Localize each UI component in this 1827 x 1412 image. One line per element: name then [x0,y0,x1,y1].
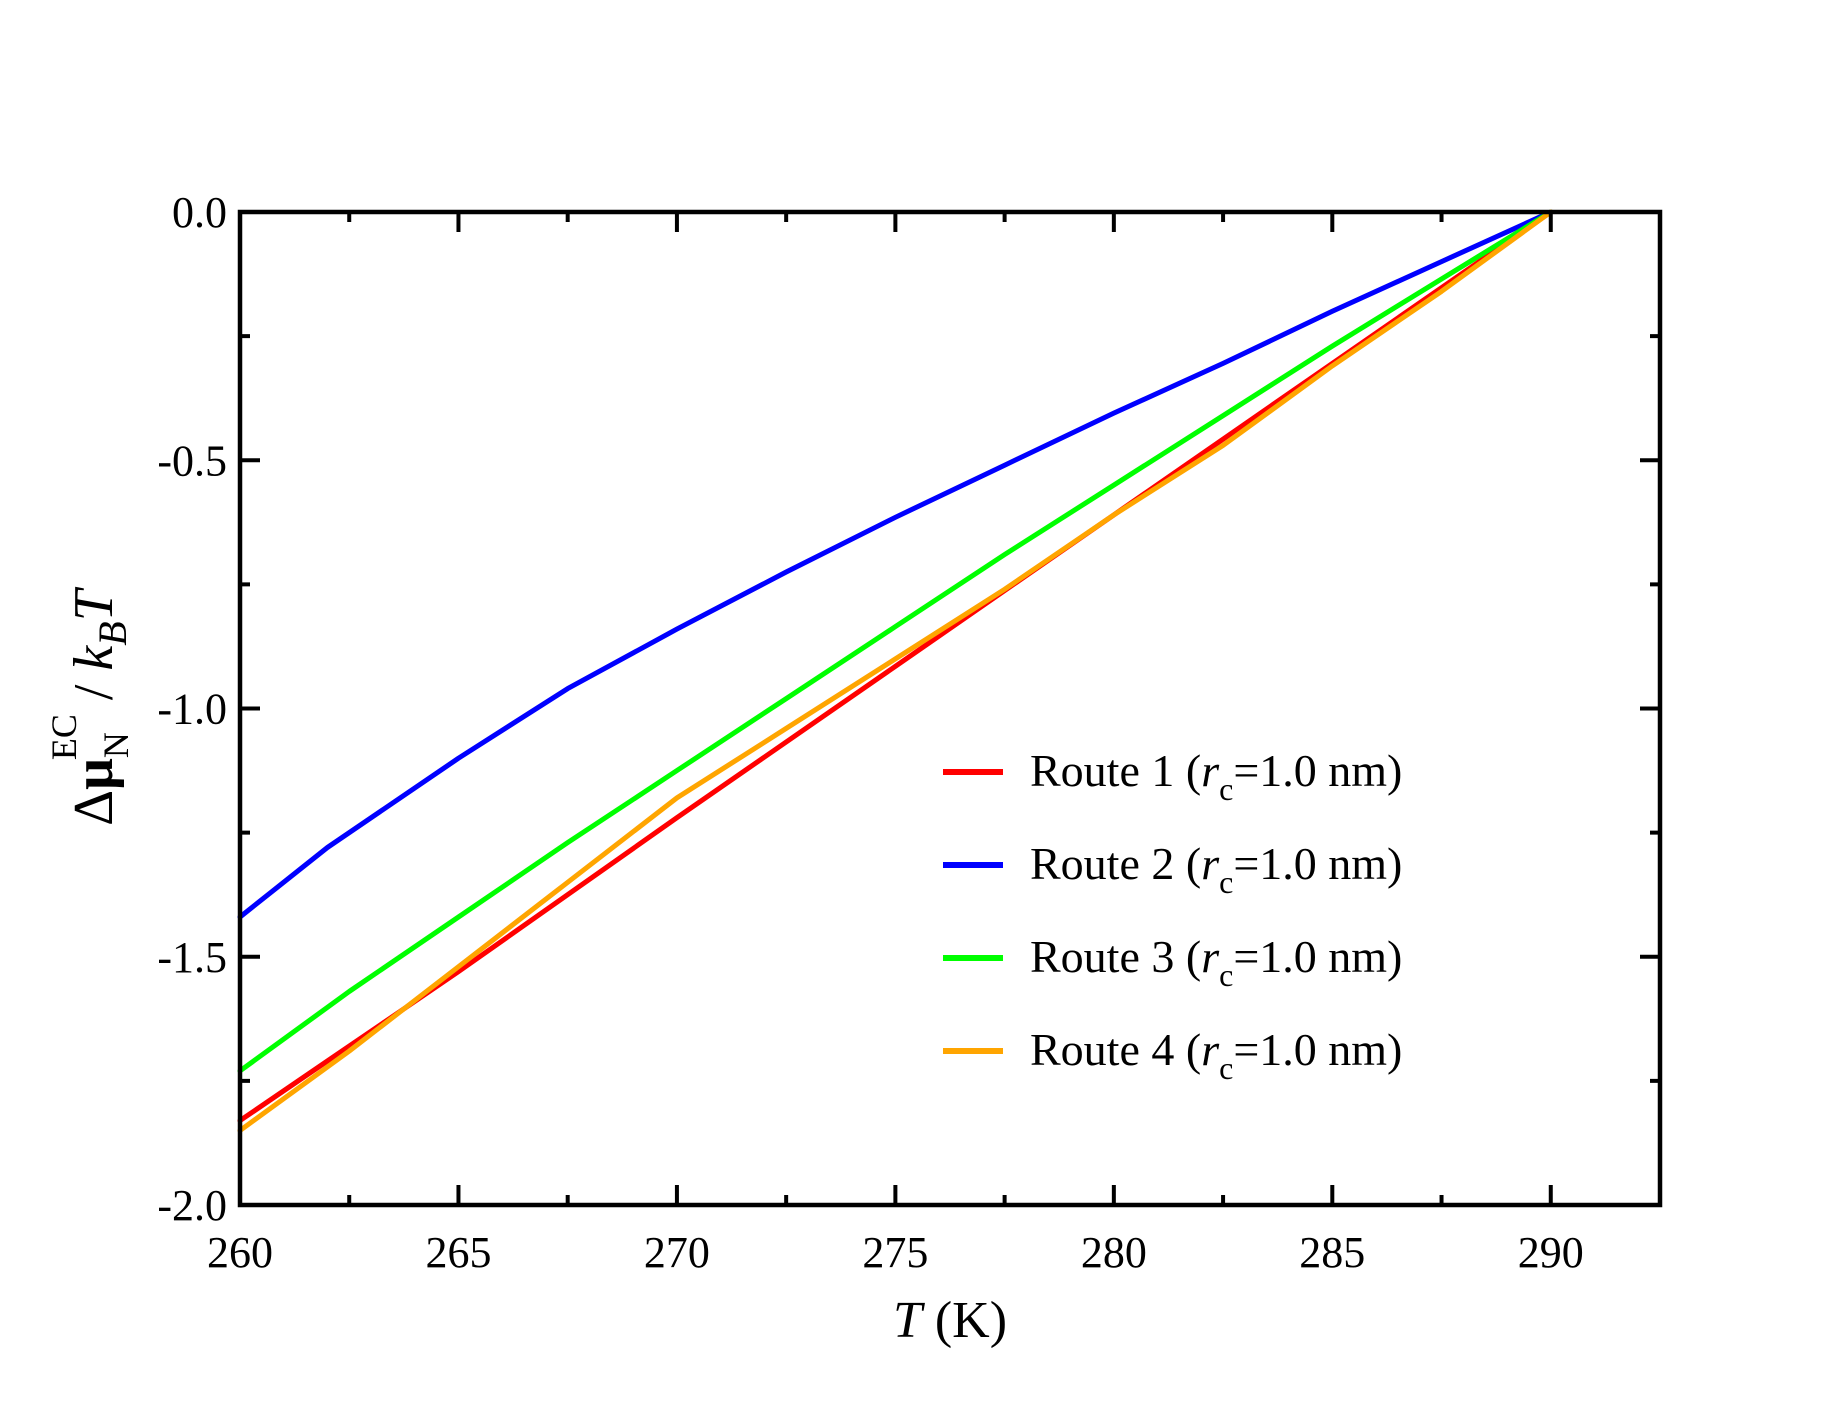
legend-label-prefix: Route 2 ( [1030,838,1201,889]
series-line-1 [237,209,1554,1124]
x-tick-label: 280 [1081,1228,1147,1277]
y-axis-label: ΔμN EC / kBT [44,586,136,826]
ticks-layer [238,210,1662,1207]
y-label-separator: / [63,671,125,715]
y-tick-labels: 0.0 -0.5 -1.0 -1.5 -2.0 [157,188,227,1230]
legend-label-prefix: Route 4 ( [1030,1024,1201,1075]
y-label-delta: Δ [63,790,125,826]
x-tick-label: 275 [862,1228,928,1277]
x-tick-label: 270 [644,1228,710,1277]
legend-label-r-sub: c [1219,864,1233,900]
x-axis-label-unit: (K) [922,1292,1007,1349]
y-label-mu-sup: EC [44,714,84,760]
x-axis-label: T (K) [893,1292,1007,1349]
y-tick-label: -2.0 [157,1181,227,1230]
legend-label-suffix: =1.0 nm) [1233,1024,1402,1075]
legend-label: Route 2 (rc=1.0 nm) [1030,838,1402,900]
y-label-T: T [63,586,125,621]
y-label-mu-sub: N [96,732,136,758]
series-line-2 [237,209,1554,920]
y-tick-label: -1.0 [157,685,227,734]
plot-frame [237,209,1663,1208]
legend-label-r: r [1201,838,1220,889]
x-tick-label: 260 [207,1228,273,1277]
legend-label-suffix: =1.0 nm) [1233,745,1402,796]
legend-label-suffix: =1.0 nm) [1233,838,1402,889]
legend-label-r-sub: c [1219,1050,1233,1086]
svg-text:ΔμNEC / kBT: ΔμN EC / kBT [44,586,136,826]
x-tick-labels: 260 265 270 275 280 285 290 [207,1228,1584,1277]
y-label-mu: μ [63,758,125,790]
legend-label: Route 1 (rc=1.0 nm) [1030,745,1402,807]
legend-label: Route 3 (rc=1.0 nm) [1030,931,1402,993]
legend-item-3: Route 3 (rc=1.0 nm) [943,931,1402,993]
legend-item-2: Route 2 (rc=1.0 nm) [943,838,1402,900]
legend-label-prefix: Route 3 ( [1030,931,1201,982]
legend-label-suffix: =1.0 nm) [1233,931,1402,982]
y-tick-label: 0.0 [172,188,227,237]
x-axis-label-variable: T [893,1292,925,1349]
series-line-3 [237,209,1554,1074]
legend-label-r: r [1201,931,1220,982]
legend-item-4: Route 4 (rc=1.0 nm) [943,1024,1402,1086]
legend-label-r: r [1201,1024,1220,1075]
x-tick-label: 265 [425,1228,491,1277]
y-label-k-sub: B [90,621,135,645]
y-tick-label: -1.5 [157,933,227,982]
x-tick-label: 285 [1299,1228,1365,1277]
legend-label-prefix: Route 1 ( [1030,745,1201,796]
legend-label-r-sub: c [1219,957,1233,993]
legend-label: Route 4 (rc=1.0 nm) [1030,1024,1402,1086]
series-line-4 [237,209,1554,1133]
legend-label-r: r [1201,745,1220,796]
series-layer [237,209,1554,1133]
legend-item-1: Route 1 (rc=1.0 nm) [943,745,1402,807]
legend: Route 1 (rc=1.0 nm)Route 2 (rc=1.0 nm)Ro… [943,745,1402,1086]
legend-label-r-sub: c [1219,771,1233,807]
y-label-k: k [63,645,125,671]
y-tick-label: -0.5 [157,436,227,485]
x-tick-label: 290 [1518,1228,1584,1277]
